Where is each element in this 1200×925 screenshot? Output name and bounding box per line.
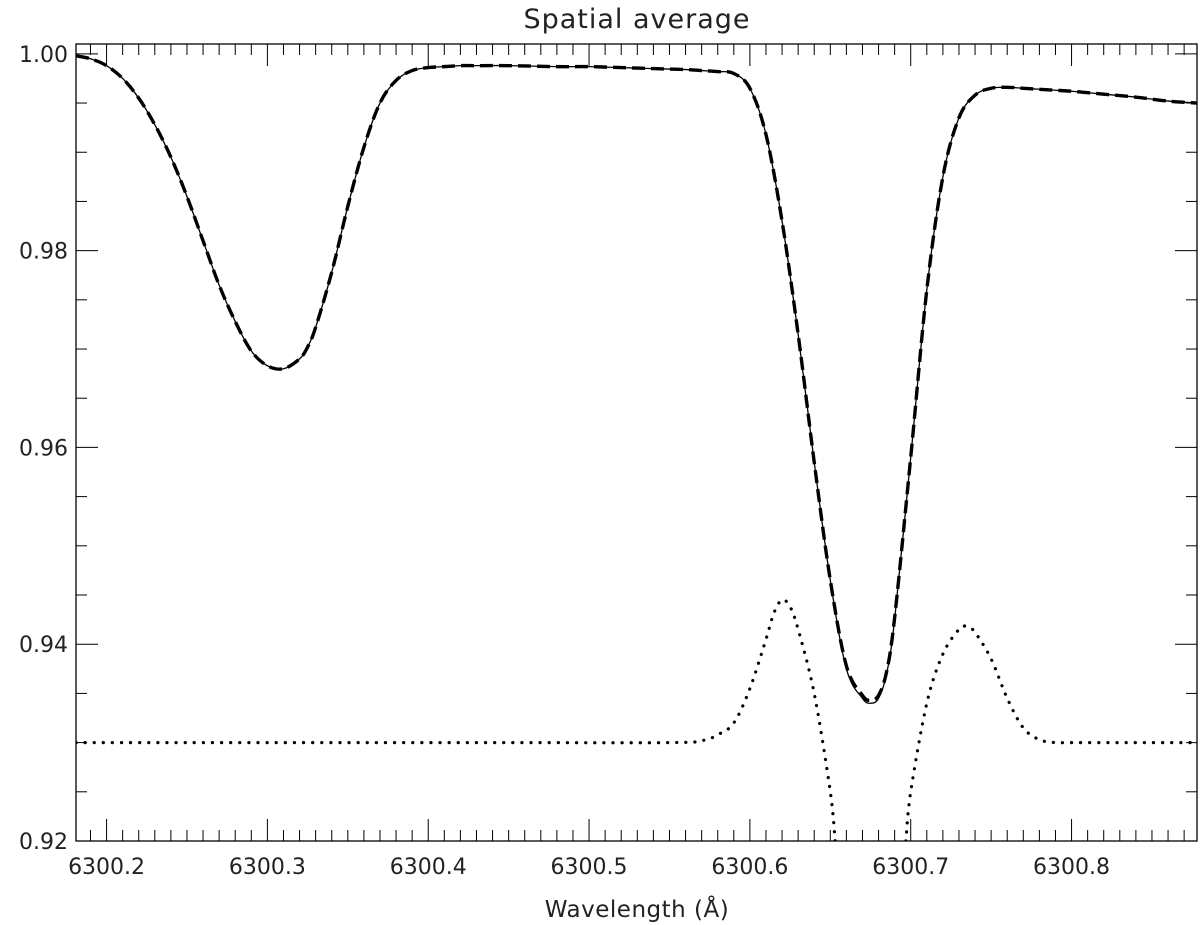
x-tick-label: 6300.7 (872, 855, 949, 880)
y-tick-label: 0.96 (19, 436, 68, 461)
y-tick-label: 1.00 (19, 43, 68, 68)
ticks-layer: 6300.2 6300.3 6300.4 6300.5 6300.6 6300.7 6300… (19, 43, 1197, 880)
x-axis-label: Wavelength (Å) (545, 895, 729, 923)
y-tick-label: 0.98 (19, 240, 68, 265)
x-tick-label: 6300.3 (229, 855, 306, 880)
x-tick-label: 6300.8 (1033, 855, 1110, 880)
series-line-dashed (76, 54, 1197, 703)
x-tick-label: 6300.2 (68, 855, 145, 880)
x-tick-label: 6300.6 (711, 855, 788, 880)
y-tick-label: 0.92 (19, 830, 68, 855)
series-layer (76, 54, 1197, 841)
series-line-dotted (76, 598, 837, 841)
x-tick-label: 6300.5 (551, 855, 628, 880)
chart-title: Spatial average (523, 4, 750, 35)
series-line-solid (76, 55, 1197, 704)
plot-frame (75, 43, 1198, 842)
x-tick-label: 6300.4 (390, 855, 467, 880)
series-line-dotted (904, 624, 1197, 841)
y-tick-label: 0.94 (19, 633, 68, 658)
